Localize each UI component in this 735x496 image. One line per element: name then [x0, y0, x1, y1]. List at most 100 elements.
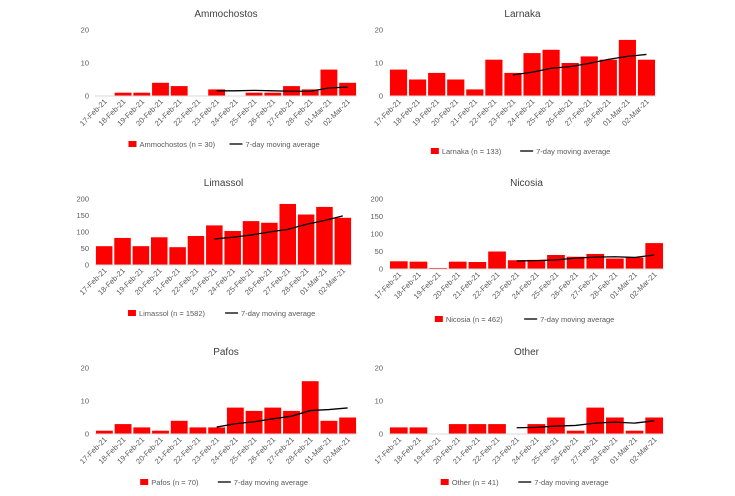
bar-18-Feb-21: [114, 237, 131, 265]
bar-18-Feb-21: [409, 261, 428, 269]
bar-17-Feb-21: [95, 246, 113, 265]
bar-23-Feb-21: [507, 260, 526, 269]
bar-24-Feb-21: [224, 231, 241, 265]
chart-panel-limassol: Limassol05010015020017-Feb-2118-Feb-2119…: [76, 178, 352, 318]
chart-panel-ammochostos: Ammochostos0102017-Feb-2118-Feb-2119-Feb…: [78, 9, 357, 149]
legend-label-line: 7-day moving average: [536, 147, 610, 156]
y-tick-label: 20: [375, 26, 383, 35]
bar-27-Feb-21: [586, 253, 605, 269]
y-tick-label: 10: [81, 59, 89, 68]
bar-23-Feb-21: [208, 89, 226, 96]
chart-title: Limassol: [204, 178, 243, 189]
bar-18-Feb-21: [114, 424, 132, 434]
bar-21-Feb-21: [468, 424, 487, 434]
bar-19-Feb-21: [133, 92, 151, 96]
moving-average-line: [512, 53, 647, 76]
legend-label-line: 7-day moving average: [534, 478, 608, 487]
bar-21-Feb-21: [169, 247, 186, 265]
bar-25-Feb-21: [245, 410, 263, 434]
legend-label-bars: Other (n = 41): [452, 478, 499, 487]
moving-average-line: [216, 86, 348, 92]
legend-label-bars: Pafos (n = 70): [151, 478, 199, 487]
chart-panel-nicosia: Nicosia05010015020017-Feb-2118-Feb-2119-…: [370, 178, 664, 324]
bar-28-Feb-21: [599, 59, 617, 96]
legend-bar-swatch: [128, 141, 137, 147]
bar-25-Feb-21: [547, 255, 565, 269]
bar-18-Feb-21: [114, 92, 132, 96]
bar-22-Feb-21: [488, 251, 506, 269]
bar-23-Feb-21: [208, 427, 226, 434]
chart-title: Pafos: [213, 347, 239, 358]
y-tick-label: 50: [81, 244, 89, 253]
bar-25-Feb-21: [242, 221, 260, 265]
bar-19-Feb-21: [428, 72, 446, 96]
moving-average-line: [516, 420, 655, 429]
bar-19-Feb-21: [132, 246, 150, 265]
bar-28-Feb-21: [297, 214, 315, 265]
moving-average-line: [516, 254, 655, 262]
bar-17-Feb-21: [389, 69, 408, 96]
chart-panel-larnaka: Larnaka0102017-Feb-2118-Feb-2119-Feb-212…: [372, 9, 656, 156]
bar-02-Mar-21: [339, 417, 357, 434]
legend-label-line: 7-day moving average: [540, 315, 614, 324]
bar-26-Feb-21: [264, 407, 282, 434]
y-tick-label: 10: [375, 59, 383, 68]
bar-23-Feb-21: [504, 72, 522, 96]
bar-28-Feb-21: [606, 417, 624, 434]
chart-panel-pafos: Pafos0102017-Feb-2118-Feb-2119-Feb-2120-…: [78, 347, 357, 487]
y-tick-label: 0: [85, 92, 89, 101]
bar-01-Mar-21: [320, 69, 338, 96]
bar-28-Feb-21: [301, 381, 319, 434]
legend-bar-swatch: [140, 479, 149, 485]
chart-title: Ammochostos: [194, 9, 257, 20]
bar-22-Feb-21: [488, 424, 506, 434]
bar-28-Feb-21: [606, 258, 624, 269]
bar-02-Mar-21: [637, 59, 656, 96]
bar-01-Mar-21: [320, 420, 338, 434]
legend-label-line: 7-day moving average: [246, 140, 320, 149]
bar-26-Feb-21: [561, 63, 579, 96]
y-tick-label: 0: [379, 265, 383, 274]
bar-19-Feb-21: [133, 427, 151, 434]
y-tick-label: 0: [85, 261, 89, 270]
bar-26-Feb-21: [566, 430, 585, 434]
bar-27-Feb-21: [586, 407, 605, 434]
bar-21-Feb-21: [466, 89, 484, 96]
y-tick-label: 100: [370, 230, 383, 239]
bar-01-Mar-21: [625, 257, 644, 269]
bar-17-Feb-21: [389, 261, 408, 269]
legend-label-bars: Limassol (n = 1582): [139, 309, 206, 318]
chart-title: Larnaka: [504, 9, 541, 20]
bar-21-Feb-21: [170, 420, 188, 434]
y-tick-label: 20: [81, 26, 89, 35]
bar-02-Mar-21: [339, 82, 357, 96]
bar-22-Feb-21: [485, 59, 503, 96]
legend-label-line: 7-day moving average: [234, 478, 308, 487]
y-tick-label: 20: [81, 364, 89, 373]
bar-18-Feb-21: [409, 427, 428, 434]
bar-20-Feb-21: [150, 237, 168, 265]
bar-01-Mar-21: [316, 206, 333, 265]
bar-24-Feb-21: [226, 407, 244, 434]
bar-21-Feb-21: [468, 262, 487, 269]
legend-label-line: 7-day moving average: [241, 309, 315, 318]
bar-20-Feb-21: [448, 424, 467, 434]
legend-label-bars: Ammochostos (n = 30): [140, 140, 216, 149]
bar-22-Feb-21: [187, 235, 205, 265]
bar-21-Feb-21: [170, 86, 188, 96]
bar-27-Feb-21: [279, 203, 297, 265]
legend-bar-swatch: [127, 310, 136, 316]
bar-02-Mar-21: [334, 217, 352, 265]
bar-20-Feb-21: [152, 82, 169, 96]
y-tick-label: 100: [76, 228, 89, 237]
legend-bar-swatch: [434, 316, 443, 322]
y-tick-label: 0: [379, 92, 383, 101]
bar-22-Feb-21: [189, 427, 207, 434]
moving-average-line: [216, 407, 348, 428]
y-tick-label: 10: [81, 397, 89, 406]
bar-01-Mar-21: [625, 430, 644, 434]
bar-02-Mar-21: [645, 243, 664, 269]
y-tick-label: 150: [76, 211, 89, 220]
bar-01-Mar-21: [618, 39, 636, 96]
